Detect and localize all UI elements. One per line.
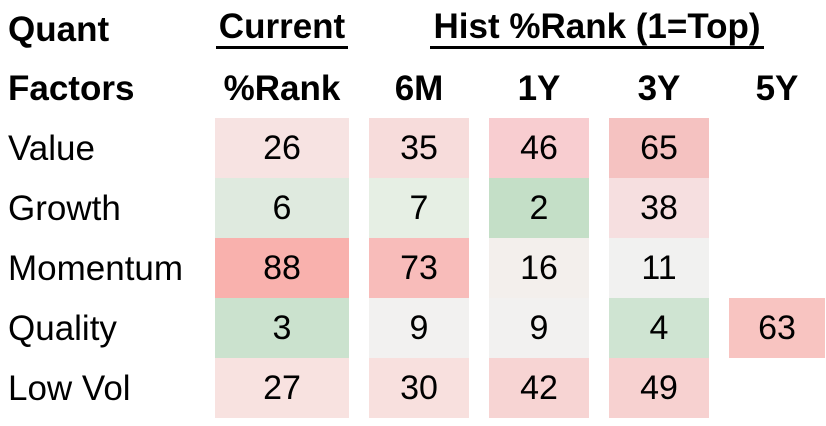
hist-group-header: Hist %Rank (1=Top) [369, 0, 825, 58]
row-label-growth: Growth [8, 188, 121, 228]
heatmap-cell-low-vol-6m: 30 [369, 358, 469, 418]
heatmap-cell-value-6m: 35 [369, 118, 469, 178]
heatmap-cell-growth-1y: 2 [489, 178, 589, 238]
heatmap-cell-low-vol-5y [729, 358, 825, 418]
row-label-low-vol: Low Vol [8, 368, 131, 408]
heatmap-cell-value-3y: 65 [609, 118, 709, 178]
row-label-momentum: Momentum [8, 248, 184, 288]
heatmap-cell-quality-6m: 9 [369, 298, 469, 358]
current-group-header-text: Current [215, 9, 349, 49]
column-header-1y: 1Y [517, 68, 561, 108]
heatmap-cell-quality-1y: 9 [489, 298, 589, 358]
row-label-value: Value [8, 128, 95, 168]
heatmap-cell-momentum-5y [729, 238, 825, 298]
corner-title-line1: Quant [8, 9, 110, 49]
heatmap-cell-growth-6m: 7 [369, 178, 469, 238]
heatmap-cell-low-vol-1y: 42 [489, 358, 589, 418]
column-header-current-rank: %Rank [223, 68, 341, 108]
heatmap-cell-growth-3y: 38 [609, 178, 709, 238]
heatmap-cell-quality-current: 3 [215, 298, 349, 358]
row-label-quality: Quality [8, 308, 117, 348]
heatmap-cell-low-vol-current: 27 [215, 358, 349, 418]
column-header-6m: 6M [394, 68, 444, 108]
column-header-5y: 5Y [755, 68, 799, 108]
heatmap-cell-momentum-current: 88 [215, 238, 349, 298]
heatmap-cell-growth-current: 6 [215, 178, 349, 238]
column-header-3y: 3Y [637, 68, 681, 108]
heatmap-cell-value-1y: 46 [489, 118, 589, 178]
heatmap-cell-momentum-1y: 16 [489, 238, 589, 298]
heatmap-cell-growth-5y [729, 178, 825, 238]
heatmap-cell-quality-5y: 63 [729, 298, 825, 358]
heatmap-cell-momentum-3y: 11 [609, 238, 709, 298]
corner-title-line2: Factors [8, 68, 135, 108]
heatmap-cell-quality-3y: 4 [609, 298, 709, 358]
heatmap-grid: Quant Current Hist %Rank (1=Top) Factors… [2, 0, 825, 418]
heatmap-cell-momentum-6m: 73 [369, 238, 469, 298]
heatmap-cell-value-current: 26 [215, 118, 349, 178]
hist-group-header-text: Hist %Rank (1=Top) [430, 9, 764, 49]
heatmap-cell-low-vol-3y: 49 [609, 358, 709, 418]
current-group-header: Current [215, 0, 349, 58]
heatmap-cell-value-5y [729, 118, 825, 178]
